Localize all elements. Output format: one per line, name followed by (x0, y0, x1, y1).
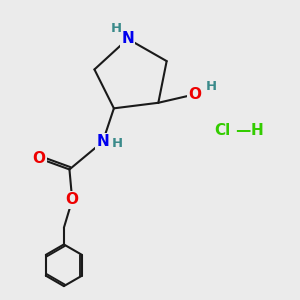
Text: H: H (250, 123, 263, 138)
Text: O: O (66, 193, 79, 208)
Text: H: H (110, 22, 122, 35)
Text: Cl: Cl (214, 123, 230, 138)
Text: O: O (188, 87, 201, 102)
Text: N: N (96, 134, 109, 149)
Text: H: H (112, 137, 123, 150)
Text: N: N (122, 32, 134, 46)
Text: H: H (206, 80, 217, 93)
Text: —: — (236, 123, 251, 138)
Text: O: O (32, 151, 45, 166)
